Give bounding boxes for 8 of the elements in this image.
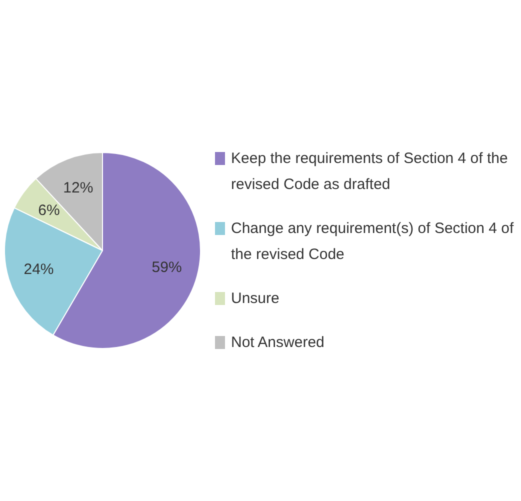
- legend-label: Keep the requirements of Section 4 of the revised Code as drafted: [231, 148, 509, 194]
- data-label: 6%: [38, 202, 60, 219]
- legend-label: Unsure: [231, 288, 280, 308]
- data-label: 12%: [63, 180, 94, 197]
- legend-label: Not Answered: [231, 332, 324, 352]
- legend-label: Change any requirement(s) of Section 4 of the revised Code: [231, 218, 515, 264]
- data-label: 24%: [24, 261, 54, 278]
- data-label: 59%: [152, 259, 182, 276]
